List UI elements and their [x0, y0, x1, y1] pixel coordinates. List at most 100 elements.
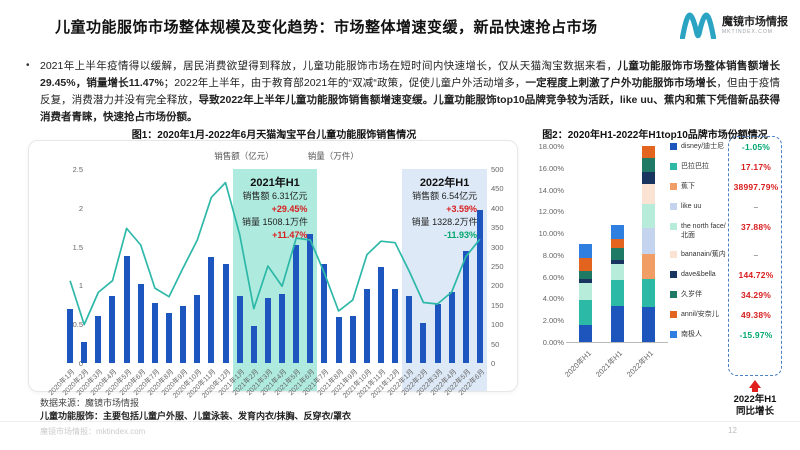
intro-segment: 一定程度上刺激了户外功能服饰市场增长 [525, 77, 717, 89]
brand-segment [610, 306, 624, 342]
legend-label: 久岁伴 [681, 291, 702, 299]
brand-segment [641, 146, 655, 158]
brand-segment [579, 325, 593, 342]
legend-swatch [670, 311, 677, 319]
axis-tick: 18.00% [538, 142, 564, 151]
watermark: 魔镜市场情报：mktindex.com [40, 427, 146, 436]
sales-legend-swatch [187, 154, 207, 159]
definition-note: 儿童功能服饰：主要包括儿童户外服、儿童泳装、发育内衣/抹胸、反穿衣/罩衣 [40, 411, 352, 421]
sales-bar [180, 306, 187, 363]
brand-segment [610, 238, 624, 248]
axis-tick: 4.00% [542, 294, 564, 304]
chart1-plot: 2021年H1 销售额 6.31亿元 +29.45% 销量 1508.1万件 +11.4… [48, 169, 487, 400]
brand-segment [641, 253, 655, 279]
brand-name: 魔镜市场情报 [722, 15, 788, 28]
sales-bar [392, 289, 399, 363]
sales-bar [349, 316, 356, 363]
legend-swatch [670, 251, 677, 259]
sales-bar [166, 312, 172, 363]
sales-bar [378, 266, 384, 363]
brand-segment [579, 271, 593, 280]
sales-bar [476, 210, 483, 363]
sales-bar [250, 325, 257, 363]
sales-bar [109, 296, 116, 363]
brand-segment [610, 264, 624, 280]
sales-bar [123, 255, 130, 363]
brand-segment [579, 299, 593, 326]
intro-paragraph: • 2021年上半年疫情得以缓解，居民消费欲望得到释放，儿童功能服饰市场在短时间… [24, 58, 780, 126]
volume-line [69, 181, 481, 326]
intro-segment: ，但由于疫情反复，消费潜力并没有完全释放， [40, 77, 780, 106]
legend-label: bananain/蕉内 [681, 251, 726, 259]
intro-segment: 儿童功能服饰市场整体销售额增长29.45%，销量增长11.47% [40, 60, 780, 89]
chart1-right-axis: 500 450 400 350 300 250 200 150 100 50 0 [491, 165, 517, 368]
legend-label: like uu [681, 203, 702, 210]
sales-bar [222, 263, 229, 363]
intro-segment: ；2022年上半年，由于教育部2021年的“双减“政策，促使儿童户外活动增多， [163, 77, 526, 89]
axis-tick: 2.00% [542, 316, 564, 326]
legend-swatch [670, 143, 677, 150]
sales-bar [279, 293, 286, 363]
axis-tick: 350 [491, 223, 504, 233]
growth-value: 34.29% [740, 290, 772, 301]
highlight-line: 销量 1328.2万件 [411, 217, 478, 228]
growth-value: 144.72% [738, 270, 774, 281]
chart2-baseline [566, 342, 668, 343]
highlight-line: 销售额 6.54亿元 [412, 191, 478, 201]
highlight-band: 2021年H1 销售额 6.31亿元 +29.45% 销量 1508.1万件 +11.4… [232, 169, 318, 391]
brand-url: MKTINDEX.COM [722, 28, 773, 35]
intro-segment: 2021年上半年疫情得以缓解，居民消费欲望得到释放，儿童功能服饰市场在短时间内快… [40, 60, 618, 72]
axis-tick: 8.00% [542, 250, 564, 260]
bullet-marker: • [26, 60, 30, 71]
volume-legend-label: 销量（万件） [307, 151, 359, 161]
brand-logo-m-icon [680, 12, 716, 39]
brand-segment [579, 244, 593, 259]
axis-tick: 2 [78, 203, 83, 213]
brand-segment [610, 247, 624, 260]
axis-tick: 200 [491, 281, 504, 291]
sales-bar [264, 297, 271, 363]
chart2-caption: 图2：2020年H1-2022年H1top10品牌市场份额情况 [542, 130, 768, 141]
sales-bar [462, 251, 469, 363]
highlight-line: +29.45% [271, 204, 308, 215]
brand-logo: 魔镜市场情报 MKTINDEX.COM [680, 12, 788, 39]
sales-legend-label: 销售额（亿元） [214, 151, 274, 161]
axis-tick: 10.00% [538, 229, 564, 239]
chart1-caption: 图1：2020年1月-2022年6月天猫淘宝平台儿童功能服饰销售情况 [131, 130, 417, 141]
axis-tick: 0.00% [542, 338, 564, 347]
chart1-legend: 销售额（亿元） 销量（万件） [29, 150, 517, 162]
axis-tick: 250 [491, 262, 504, 271]
sales-bar [307, 234, 314, 363]
intro-text: 2021年上半年疫情得以缓解，居民消费欲望得到释放，儿童功能服饰市场在短时间内快… [40, 60, 780, 123]
growth-value: – [753, 202, 759, 212]
page-title: 儿童功能服饰市场整体规模及变化趋势：市场整体增速变缓，新品快速抢占市场 [55, 19, 598, 36]
chart2-y-axis: 18.00% 16.00% 14.00% 12.00% 10.00% 8.00% 6.00%… [530, 142, 564, 347]
growth-value: 38997.79% [733, 182, 779, 192]
data-source-note: 数据来源：魔镜市场情报 [40, 398, 140, 408]
sales-bar [434, 304, 441, 363]
sales-bar [236, 295, 243, 363]
stacked-bar [579, 244, 593, 342]
sales-bar [194, 294, 201, 363]
chart2-panel: 18.00% 16.00% 14.00% 12.00% 10.00% 8.00% 6.00%… [530, 122, 782, 422]
brand-segment [641, 157, 655, 172]
highlight-band: 2022年H1 销售额 6.54亿元 +3.59% 销量 1328.2万件 -11.93… [402, 169, 487, 391]
highlight-line: +3.59% [446, 204, 477, 215]
red-arrow-up-icon [749, 380, 761, 388]
growth-value: 49.38% [740, 310, 772, 321]
axis-tick: 16.00% [538, 163, 564, 173]
highlight-line: -11.93% [443, 230, 477, 241]
legend-swatch [670, 163, 677, 170]
legend-label: 蕉下 [681, 183, 695, 190]
brand-segment [579, 258, 593, 272]
legend-swatch [670, 271, 677, 279]
sales-bar [81, 342, 88, 363]
legend-swatch [670, 223, 677, 230]
axis-tick: 0.5 [72, 320, 83, 330]
brand-segment [641, 278, 655, 308]
brand-segment [641, 171, 655, 184]
red-arrow-stem [752, 388, 758, 392]
sales-bar [293, 245, 300, 363]
legend-label: 南极人 [681, 331, 702, 339]
sales-bar [420, 322, 427, 363]
